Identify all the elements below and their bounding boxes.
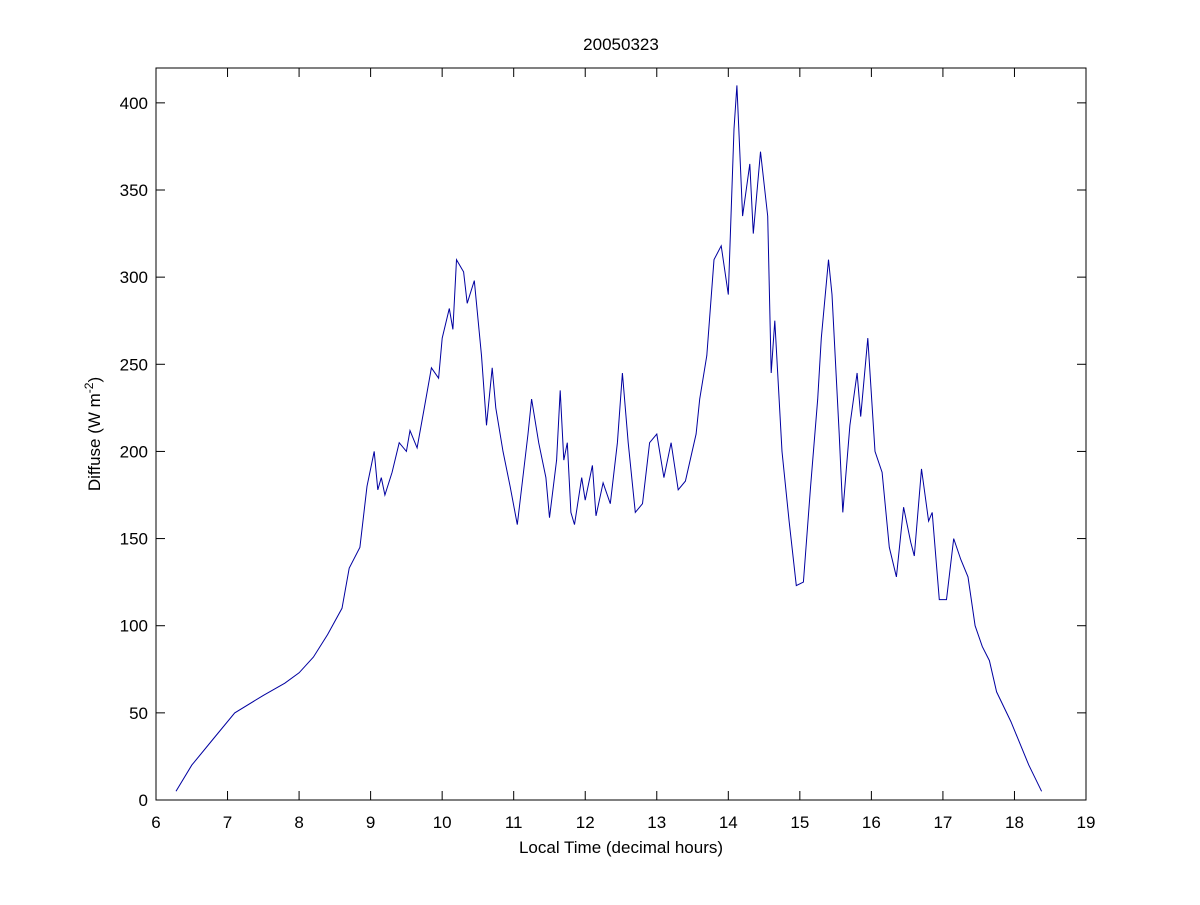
x-tick-label: 16 [862, 813, 881, 832]
y-tick-label: 50 [129, 704, 148, 723]
y-axis-label: Diffuse (W m-2) [82, 377, 104, 491]
y-label-sup: -2 [82, 382, 96, 393]
x-tick-label: 6 [151, 813, 160, 832]
y-label-text: Diffuse (W m [85, 393, 104, 491]
x-tick-label: 11 [505, 813, 523, 832]
y-tick-label: 250 [120, 355, 148, 374]
y-tick-label: 300 [120, 268, 148, 287]
x-tick-label: 12 [576, 813, 595, 832]
y-tick-label: 400 [120, 94, 148, 113]
y-tick-label: 100 [120, 617, 148, 636]
y-tick-label: 150 [120, 530, 148, 549]
data-line [175, 85, 1043, 792]
plot-frame [155, 67, 1087, 801]
x-tick-label: 13 [647, 813, 666, 832]
x-axis-label: Local Time (decimal hours) [519, 838, 723, 857]
x-tick-label: 7 [223, 813, 232, 832]
x-tick-label: 17 [933, 813, 952, 832]
chart-title: 20050323 [583, 35, 659, 54]
x-tick-label: 19 [1077, 813, 1096, 832]
x-tick-label: 14 [719, 813, 738, 832]
x-tick-label: 8 [294, 813, 303, 832]
y-tick-label: 0 [139, 791, 148, 810]
x-tick-label: 18 [1005, 813, 1024, 832]
y-label-end: ) [85, 377, 104, 383]
x-tick-label: 9 [366, 813, 375, 832]
x-tick-label: 15 [790, 813, 809, 832]
y-tick-label: 350 [120, 181, 148, 200]
y-tick-label: 200 [120, 442, 148, 461]
x-tick-label: 10 [433, 813, 452, 832]
